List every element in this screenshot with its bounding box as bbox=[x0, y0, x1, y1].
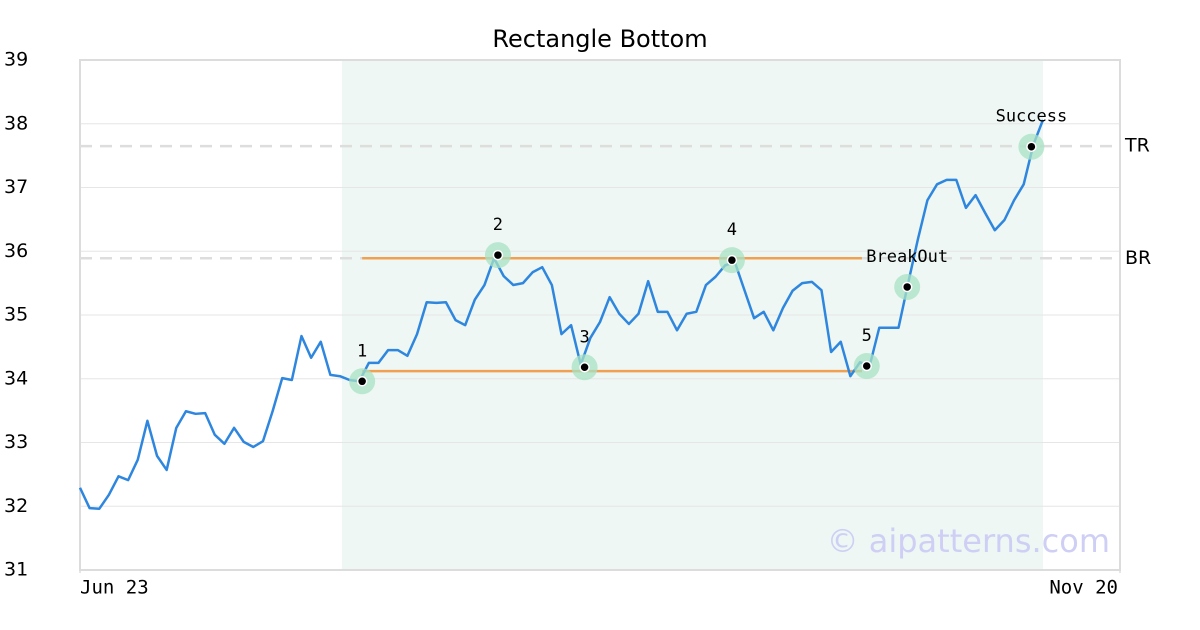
point-dot bbox=[579, 362, 590, 373]
watermark: © aipatterns.com bbox=[827, 522, 1110, 560]
y-tick-label: 39 bbox=[4, 49, 28, 71]
point-dot bbox=[492, 249, 504, 261]
y-tick-label: 36 bbox=[4, 240, 28, 262]
chart-title: Rectangle Bottom bbox=[492, 25, 707, 53]
point-dot bbox=[861, 360, 872, 372]
y-tick-label: 32 bbox=[4, 495, 28, 517]
y-tick-label: 35 bbox=[4, 304, 28, 326]
point-label: Success bbox=[996, 107, 1068, 127]
point-dot bbox=[726, 254, 738, 266]
point-label: 1 bbox=[357, 341, 367, 361]
plot-frame bbox=[79, 59, 1121, 571]
point-label: 2 bbox=[493, 215, 503, 235]
y-tick-label: 33 bbox=[4, 431, 28, 453]
level-label: BR bbox=[1125, 247, 1151, 269]
point-label: 4 bbox=[727, 220, 737, 240]
point-label: 3 bbox=[579, 327, 589, 347]
x-tick-label: Jun 23 bbox=[80, 577, 149, 599]
point-dot bbox=[901, 281, 913, 293]
x-tick-label: Nov 20 bbox=[1049, 577, 1118, 599]
price-line bbox=[78, 119, 1045, 511]
point-dot bbox=[356, 376, 368, 387]
point-label: BreakOut bbox=[866, 247, 948, 267]
y-tick-label: 31 bbox=[4, 559, 28, 581]
y-tick-label: 37 bbox=[4, 176, 28, 198]
y-tick-label: 38 bbox=[4, 112, 28, 134]
y-tick-label: 34 bbox=[4, 367, 28, 389]
point-dot bbox=[1026, 141, 1037, 152]
level-label: TR bbox=[1124, 135, 1150, 157]
point-label: 5 bbox=[862, 326, 872, 346]
